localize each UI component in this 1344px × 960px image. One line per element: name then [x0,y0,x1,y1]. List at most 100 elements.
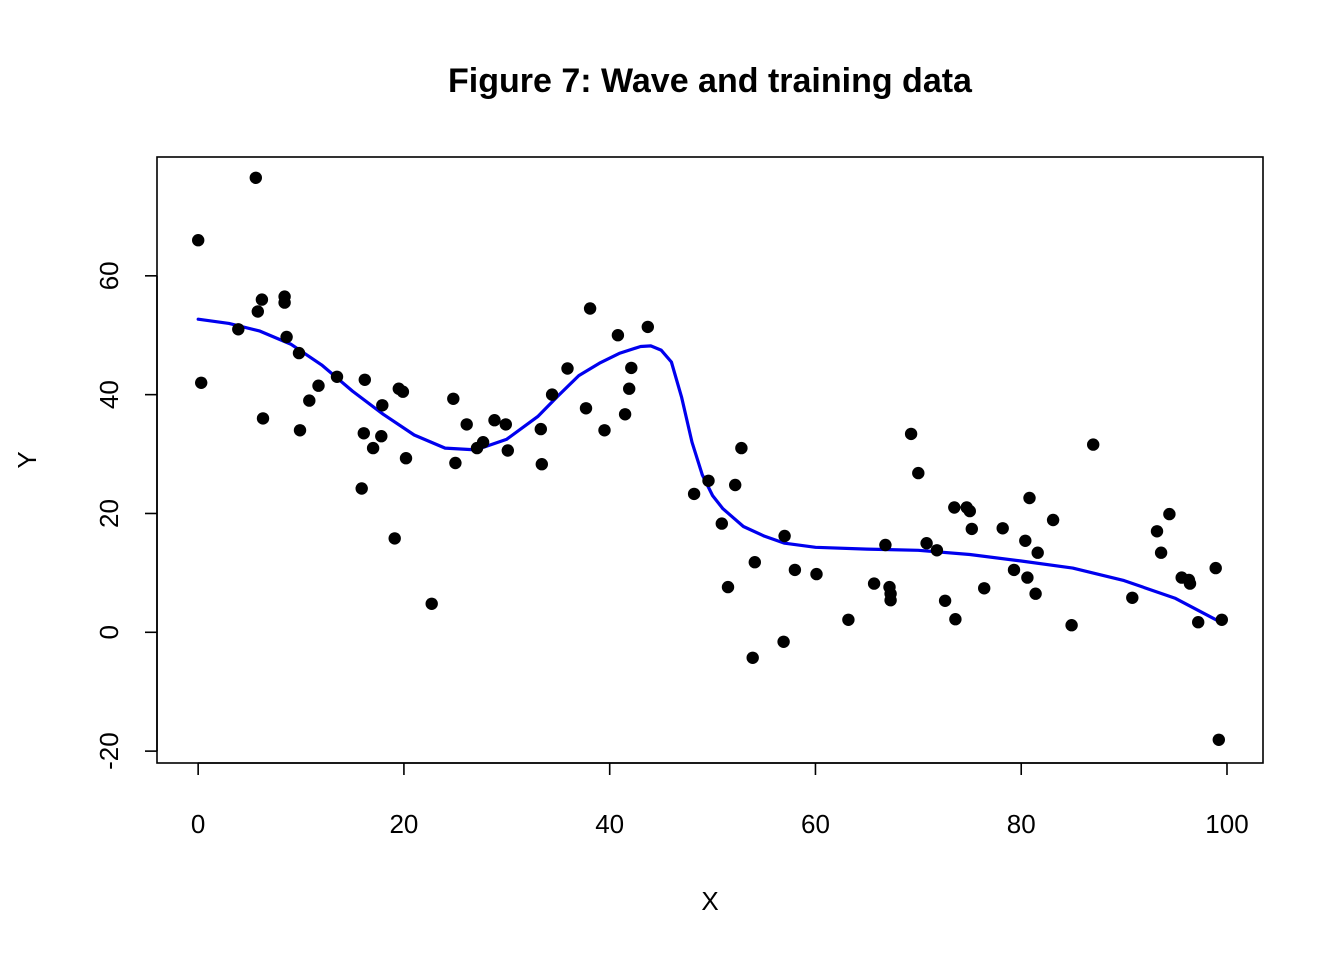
data-point [561,362,574,375]
data-point [396,385,410,398]
data-point [312,379,325,392]
data-point [949,613,962,626]
data-point [192,234,205,247]
data-point [251,305,264,318]
data-point [1126,591,1139,604]
data-point [499,418,512,431]
data-point [687,487,701,501]
y-axis: -20 0 20 40 60 [94,261,158,770]
data-point [904,427,918,441]
data-point [938,594,952,607]
data-points [192,171,1229,746]
x-tick-label: 40 [595,809,624,839]
data-point [978,582,991,595]
y-tick-label: 20 [94,499,124,528]
data-point [535,458,548,471]
data-point [1046,513,1060,527]
data-point [623,382,636,395]
data-point [425,597,438,610]
data-point [375,430,388,443]
data-point [303,394,316,407]
data-point [278,296,291,309]
data-point [292,346,306,360]
plot-frame [156,156,1264,764]
data-point [293,424,307,437]
data-point [1163,507,1176,521]
data-point [721,580,735,594]
data-point [1183,577,1197,590]
data-point [729,478,742,492]
data-point [963,504,976,518]
x-tick-label: 100 [1205,809,1248,839]
data-point [948,501,961,514]
data-point [447,392,460,405]
x-tick-label: 60 [801,809,830,839]
data-point [195,376,208,389]
data-point [255,293,269,306]
data-point [912,466,925,480]
y-tick-label: 60 [94,261,124,290]
data-point [249,171,262,184]
x-axis: 0 20 40 60 80 100 [191,762,1249,839]
data-point [641,320,654,334]
data-point [867,577,881,590]
data-point [256,412,270,425]
x-tick-label: 0 [191,809,205,839]
data-point [388,532,401,545]
y-tick-label: -20 [94,732,124,770]
data-point [879,538,892,552]
data-point [788,563,802,577]
x-tick-label: 80 [1007,809,1036,839]
data-point [355,482,368,495]
data-point [748,556,761,569]
data-point [810,567,823,581]
data-point [330,370,344,383]
data-point [534,422,547,436]
x-axis-label: X [701,886,718,916]
data-point [280,330,293,344]
data-point [488,414,501,427]
data-point [1215,613,1229,626]
data-point [920,537,933,550]
data-point [1021,571,1034,584]
data-point [501,444,514,457]
data-point [449,456,462,470]
data-point [1065,619,1078,632]
data-point [1150,525,1164,538]
data-point [746,651,759,664]
data-point [842,613,855,626]
y-tick-label: 40 [94,380,124,409]
data-point [777,635,790,648]
y-axis-label: Y [12,451,42,468]
data-point [1212,733,1226,746]
data-point [778,529,791,543]
data-point [965,522,978,536]
x-tick-label: 20 [389,809,418,839]
data-point [598,424,611,437]
data-point [1192,616,1205,629]
fitted-curve [196,317,1224,625]
data-point [376,399,389,412]
data-point [1087,438,1100,451]
data-point [1209,561,1222,575]
data-point [358,373,371,386]
data-point [460,418,473,431]
data-point [476,436,490,449]
data-point [545,388,559,401]
data-point [357,427,370,440]
chart-title: Figure 7: Wave and training data [448,62,973,100]
data-point [232,323,245,336]
data-point [618,408,632,421]
data-point [930,544,944,557]
data-point [715,517,728,530]
y-tick-label: 0 [94,625,124,639]
data-point [1029,587,1042,600]
data-point [579,402,593,415]
data-point [1023,491,1036,505]
data-point [996,522,1009,535]
data-point [702,474,715,487]
data-point [625,361,638,375]
data-point [1019,534,1032,547]
data-point [1154,546,1168,559]
